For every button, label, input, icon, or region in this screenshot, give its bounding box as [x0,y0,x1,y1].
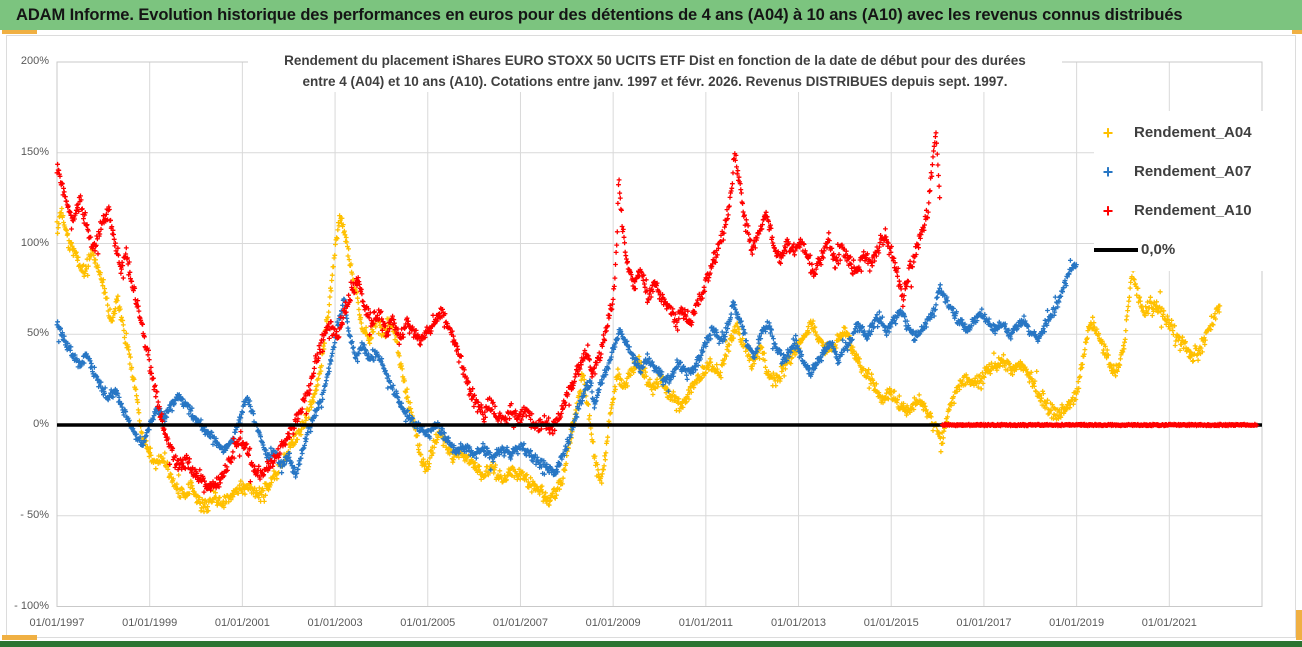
legend-label-a07: Rendement_A07 [1134,163,1252,180]
chart-title-line1: Rendement du placement iShares EURO STOX… [284,53,1026,68]
zero-line-swatch-icon [1094,247,1138,252]
sheet-bottom-bar [0,641,1302,647]
chart-title-line2: entre 4 (A04) et 10 ans (A10). Cotations… [302,74,1008,89]
x-axis-tick-label: 01/01/2007 [492,617,548,629]
x-axis-tick-label: 01/01/2011 [678,617,733,629]
x-axis-tick-label: 01/01/1999 [122,617,178,629]
x-axis-tick-label: 01/01/2003 [307,617,363,629]
legend-item-rendement-a04[interactable]: + Rendement_A04 [1094,113,1290,152]
legend-label-a04: Rendement_A04 [1134,124,1252,141]
y-axis-tick-label: - 100% [14,599,49,612]
legend-label-a10: Rendement_A10 [1134,202,1252,219]
plus-marker-icon: + [1102,200,1114,221]
x-axis-tick-label: 01/01/2019 [1049,617,1105,629]
selection-chip-bottom-left [2,635,37,640]
selection-chip-bottom-right [1296,610,1302,640]
y-axis-tick-label: 150% [20,145,49,158]
y-axis-tick-label: 50% [26,327,49,340]
selection-chip-top-left [2,30,37,34]
x-axis-tick-label: 01/01/2009 [585,617,641,629]
plus-marker-icon: + [1102,122,1114,143]
selection-chip-top-right [1292,30,1302,34]
x-axis-tick-label: 01/01/2005 [400,617,456,629]
plus-marker-icon: + [1102,161,1114,182]
chart-title: Rendement du placement iShares EURO STOX… [248,50,1062,92]
y-axis-tick-label: 200% [20,55,49,67]
x-axis-tick-label: 01/01/1997 [29,617,85,629]
x-axis-tick-label: 01/01/2015 [863,617,919,629]
legend-label-zero: 0,0% [1141,241,1176,258]
x-axis-tick-label: 01/01/2013 [771,617,827,629]
legend-item-rendement-a07[interactable]: + Rendement_A07 [1094,152,1290,191]
y-axis-tick-label: 100% [20,236,49,249]
legend-item-zero-line[interactable]: 0,0% [1094,230,1290,269]
x-axis-tick-label: 01/01/2001 [214,617,270,629]
y-axis-tick-label: 0% [33,418,49,430]
y-axis-tick-label: - 50% [20,508,49,521]
sheet-title-text: ADAM Informe. Evolution historique des p… [16,5,1183,24]
x-axis-tick-label: 01/01/2017 [956,617,1012,629]
chart-legend: + Rendement_A04 + Rendement_A07 + Rendem… [1094,111,1290,271]
sheet-title-bar: ADAM Informe. Evolution historique des p… [0,0,1302,30]
legend-item-rendement-a10[interactable]: + Rendement_A10 [1094,191,1290,230]
x-axis-tick-label: 01/01/2021 [1141,617,1197,629]
